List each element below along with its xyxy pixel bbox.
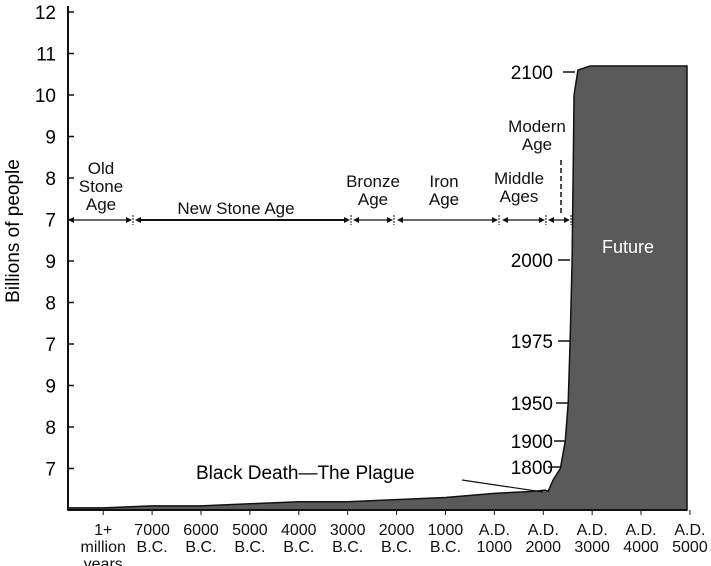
x-tick-label: A.D. 4000 xyxy=(623,522,659,556)
x-tick-label: 4000 B.C. xyxy=(280,522,317,556)
y-tick-label: 9 xyxy=(45,128,56,149)
x-tick-label: A.D. 1000 xyxy=(476,522,513,556)
year-label: 1900 xyxy=(511,432,553,453)
x-tick-label: 5000 B.C. xyxy=(232,522,268,556)
era-label: Bronze Age xyxy=(346,172,400,209)
x-tick-label: 3000 B.C. xyxy=(329,522,366,556)
y-tick-label: 7 xyxy=(45,335,56,356)
y-tick-label: 7 xyxy=(45,460,56,481)
x-tick-label: 1000 B.C. xyxy=(427,522,464,556)
y-tick-label: 8 xyxy=(45,169,56,190)
era-label: Modern Age xyxy=(508,117,566,154)
y-tick-label: 12 xyxy=(35,3,56,24)
x-tick-label: 6000 B.C. xyxy=(183,522,219,556)
y-tick-label: 7 xyxy=(45,211,56,232)
x-tick-label: A.D. 2000 xyxy=(525,522,562,556)
era-label: Iron Age xyxy=(428,172,460,209)
black-death-label: Black Death—The Plague xyxy=(196,463,415,484)
y-tick-label: 9 xyxy=(45,377,56,398)
era-label: Old Stone Age xyxy=(78,159,124,214)
year-label: 2100 xyxy=(511,63,553,84)
x-tick-label: 2000 B.C. xyxy=(378,522,415,556)
x-tick-label: 7000 B.C. xyxy=(134,522,170,556)
population-area xyxy=(67,65,688,511)
y-tick-label: 8 xyxy=(45,294,56,315)
y-tick-label: 9 xyxy=(45,252,56,273)
arrow-head xyxy=(548,217,570,223)
future-label: Future xyxy=(602,237,654,257)
black-death-pointer xyxy=(461,479,544,493)
year-label: 1975 xyxy=(511,332,553,353)
y-tick-label: 8 xyxy=(45,418,56,439)
y-tick-label: 10 xyxy=(35,86,56,107)
y-tick-label: 11 xyxy=(36,45,56,66)
era-label: Middle Ages xyxy=(493,169,545,206)
x-tick-label: 1+ million years xyxy=(80,522,126,566)
year-label: 1950 xyxy=(511,394,553,415)
x-tick-label: A.D. 3000 xyxy=(574,522,610,556)
y-axis-label: Billions of people xyxy=(3,159,24,303)
era-label: New Stone Age xyxy=(177,199,295,218)
x-tick-label: A.D. 5000 xyxy=(672,522,708,556)
year-label: 1800 xyxy=(511,458,553,479)
year-label: 2000 xyxy=(511,251,553,272)
